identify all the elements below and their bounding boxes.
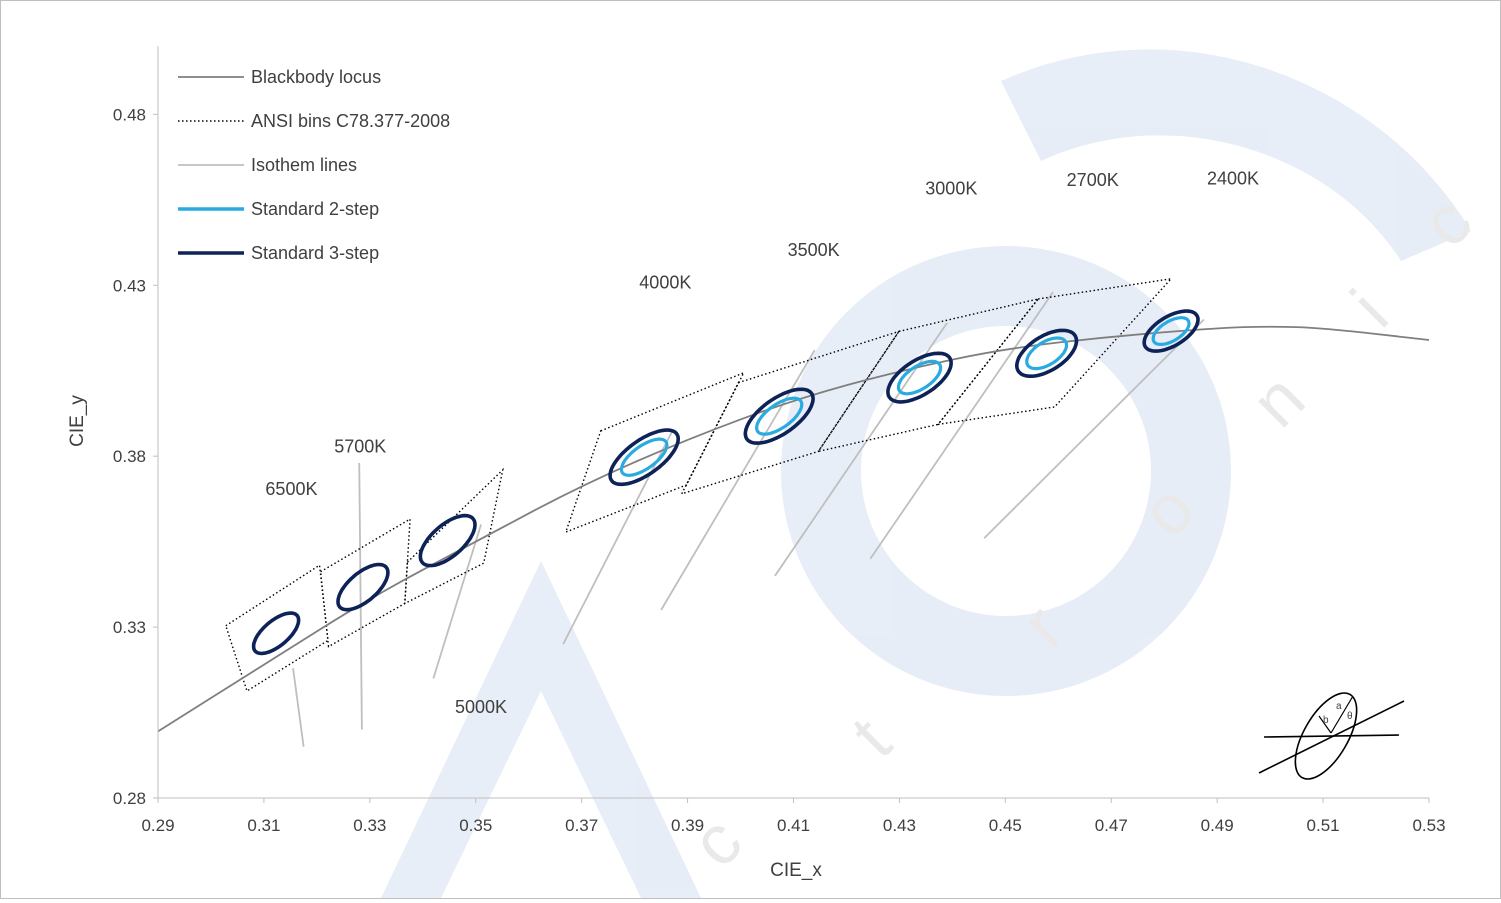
ansi-bin-quadrangle <box>404 467 504 605</box>
inset-major-axis-line <box>1258 700 1405 774</box>
inset-arrow-a <box>1330 695 1354 734</box>
y-tick-label: 0.43 <box>113 276 146 295</box>
legend-label: Blackbody locus <box>251 67 381 87</box>
axes: 0.29 0.31 0.33 0.35 0.37 0.39 0.41 0.43 0.45 0.47… <box>67 46 1446 881</box>
macadam-3step-ellipse <box>1142 309 1200 353</box>
ansi-bin-quadrangle <box>224 564 329 693</box>
isotherm-line <box>983 318 1205 539</box>
ellipse-parameter-inset: a b θ <box>1258 692 1405 780</box>
isotherm-line <box>358 463 363 730</box>
cct-label: 3500K <box>788 240 840 260</box>
y-ticks: 0.28 0.33 0.38 0.43 0.48 <box>113 105 158 808</box>
plot-area: 6500K 5700K 5000K 4000K 3500K 3000K 2700K 2400K <box>157 168 1430 747</box>
macadam-2step-ellipse <box>754 396 804 436</box>
macadam-3step-ellipse <box>1014 328 1079 379</box>
macadam-2step-ellipse <box>896 359 943 396</box>
watermark-logo: c t r o n i c <box>381 49 1486 898</box>
cct-label: 2700K <box>1067 170 1119 190</box>
ansi-bin-quadrangle <box>680 330 901 495</box>
macadam-3step-ellipse <box>251 611 301 656</box>
svg-text:n: n <box>1236 359 1319 442</box>
x-tick-label: 0.45 <box>989 816 1022 835</box>
cct-label: 5700K <box>334 436 386 456</box>
x-tick-label: 0.39 <box>671 816 704 835</box>
macadam-3step-ellipse <box>886 351 953 404</box>
macadam-2step-ellipse <box>1151 316 1191 346</box>
x-tick-label: 0.31 <box>247 816 280 835</box>
y-tick-label: 0.38 <box>113 447 146 466</box>
legend-label: Standard 2-step <box>251 199 379 219</box>
inset-arrow-b <box>1318 715 1332 734</box>
isotherm-line <box>562 431 673 645</box>
macadam-3step-ellipse <box>608 428 681 487</box>
macadam-3step-ellipse <box>418 513 477 568</box>
cct-label: 4000K <box>639 273 691 293</box>
macadam-2step-ellipse <box>1025 336 1069 371</box>
svg-text:c: c <box>676 802 756 882</box>
cct-label: 2400K <box>1207 168 1259 188</box>
y-tick-label: 0.33 <box>113 618 146 637</box>
isotherm-line <box>869 291 1054 560</box>
macadam-3step-ellipse <box>336 562 390 612</box>
ansi-bin-quadrangle <box>319 517 411 648</box>
macadam-3step-ellipse <box>743 387 815 445</box>
y-tick-label: 0.28 <box>113 789 146 808</box>
x-tick-label: 0.37 <box>565 816 598 835</box>
inset-horizontal-line <box>1263 734 1400 738</box>
legend-label: ANSI bins C78.377-2008 <box>251 111 450 131</box>
cct-label: 3000K <box>925 179 977 199</box>
isotherm-line <box>432 524 482 679</box>
ansi-bin-quadrangle <box>564 371 746 534</box>
inset-label-b: b <box>1323 715 1329 726</box>
x-tick-label: 0.29 <box>141 816 174 835</box>
x-tick-label: 0.51 <box>1307 816 1340 835</box>
legend-label: Isothem lines <box>251 155 357 175</box>
isotherm-line <box>660 349 816 611</box>
legend-label: Standard 3-step <box>251 243 379 263</box>
inset-label-a: a <box>1336 701 1342 712</box>
x-axis-label: CIE_x <box>770 860 822 881</box>
isotherm-line <box>292 667 305 747</box>
x-tick-label: 0.43 <box>883 816 916 835</box>
macadam-2step-ellipse <box>619 437 669 477</box>
x-tick-label: 0.53 <box>1412 816 1445 835</box>
legend: Blackbody locus ANSI bins C78.377-2008 Iso… <box>178 67 450 263</box>
cct-label: 6500K <box>265 479 317 499</box>
x-ticks: 0.29 0.31 0.33 0.35 0.37 0.39 0.41 0.43 0.45 0.47… <box>141 798 1446 835</box>
x-tick-label: 0.33 <box>353 816 386 835</box>
inset-label-theta: θ <box>1347 711 1353 722</box>
x-tick-label: 0.41 <box>777 816 810 835</box>
cct-label: 5000K <box>455 697 507 717</box>
y-tick-label: 0.48 <box>113 105 146 124</box>
x-tick-label: 0.35 <box>459 816 492 835</box>
svg-text:t: t <box>836 703 905 772</box>
inset-ellipse <box>1294 692 1358 780</box>
x-tick-label: 0.49 <box>1201 816 1234 835</box>
y-axis-label: CIE_y <box>67 395 88 447</box>
x-tick-label: 0.47 <box>1095 816 1128 835</box>
